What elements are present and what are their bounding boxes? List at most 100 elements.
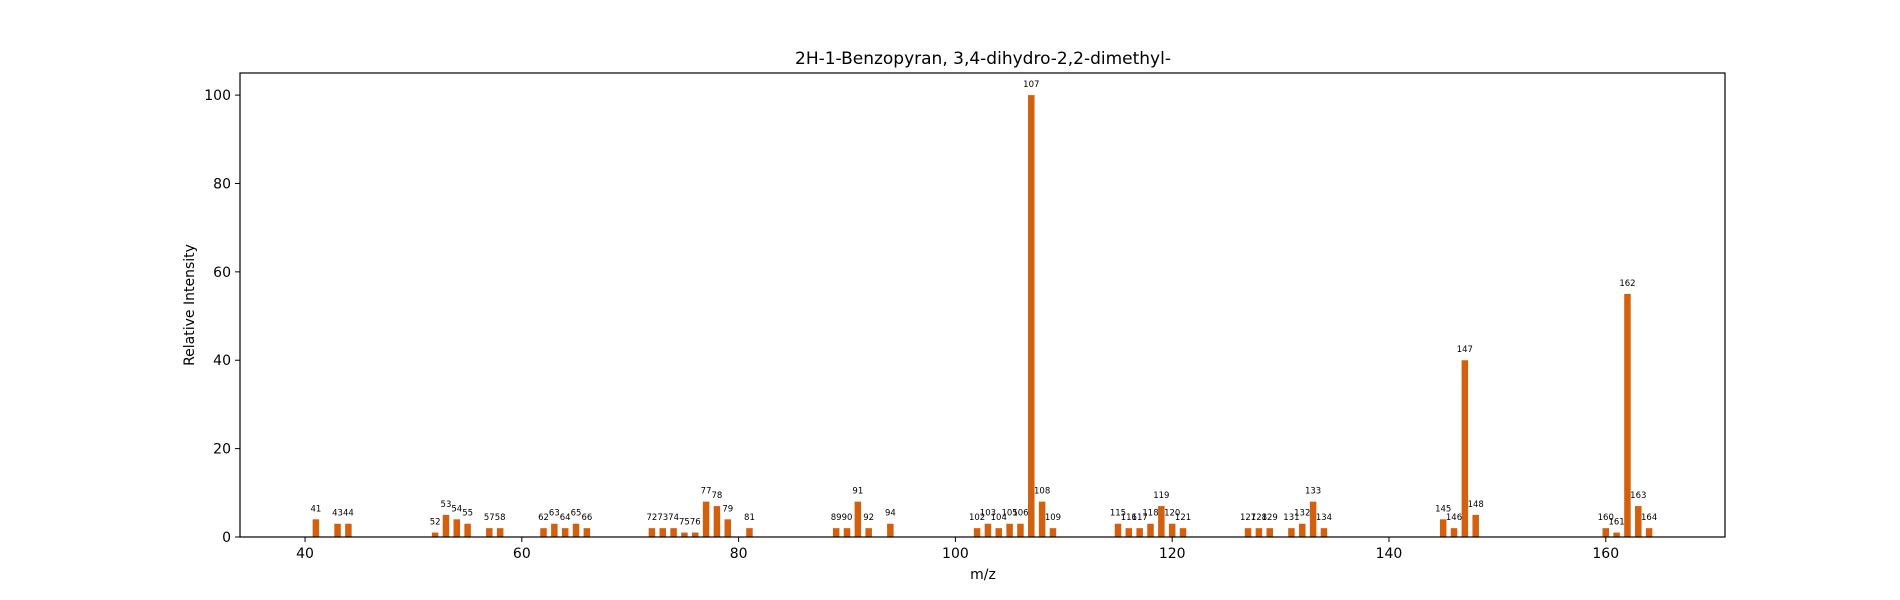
data-label-mz-72: 72: [646, 513, 657, 523]
bar-mz-148: [1472, 514, 1479, 537]
bar-mz-91: [854, 501, 862, 537]
y-tick-label: 0: [222, 530, 231, 546]
bar-mz-160: [1602, 528, 1610, 537]
bar-mz-44: [345, 523, 352, 537]
x-tick-label: 140: [1376, 546, 1403, 562]
data-label-mz-162: 162: [1619, 279, 1635, 289]
data-label-mz-77: 77: [701, 487, 712, 497]
data-label-mz-103: 103: [980, 509, 996, 519]
bar-mz-128: [1255, 528, 1263, 537]
bar-mz-116: [1125, 528, 1133, 537]
bar-mz-79: [724, 519, 732, 537]
bar-mz-127: [1244, 528, 1252, 537]
bar-mz-134: [1320, 528, 1328, 537]
bar-mz-77: [702, 501, 710, 537]
data-label-mz-89: 89: [831, 513, 842, 523]
bar-mz-58: [496, 528, 504, 537]
bar-mz-109: [1049, 528, 1057, 537]
data-label-mz-128: 128: [1251, 513, 1267, 523]
x-tick-label: 60: [513, 546, 531, 562]
data-label-mz-164: 164: [1641, 513, 1657, 523]
bar-mz-43: [334, 523, 341, 537]
data-label-mz-41: 41: [310, 504, 321, 514]
data-label-mz-57: 57: [484, 513, 495, 523]
bar-mz-164: [1645, 528, 1653, 537]
bar-mz-129: [1266, 528, 1273, 537]
data-label-mz-52: 52: [430, 518, 441, 528]
data-label-mz-145: 145: [1435, 504, 1451, 514]
bar-mz-118: [1147, 523, 1154, 537]
data-label-mz-81: 81: [744, 513, 755, 523]
data-label-mz-119: 119: [1153, 491, 1169, 501]
y-axis-label: Relative Intensity: [182, 244, 198, 366]
x-axis-label: m/z: [970, 567, 996, 583]
data-label-mz-118: 118: [1142, 509, 1158, 519]
y-tick-label: 20: [213, 442, 231, 458]
data-label-mz-54: 54: [451, 504, 462, 514]
data-label-mz-74: 74: [668, 513, 679, 523]
bar-mz-55: [464, 523, 471, 537]
bar-mz-89: [832, 528, 840, 537]
bar-mz-63: [551, 523, 558, 537]
bar-mz-64: [561, 528, 569, 537]
bar-mz-41: [312, 519, 320, 537]
data-label-mz-161: 161: [1608, 518, 1624, 528]
bar-mz-66: [583, 528, 591, 537]
bar-mz-131: [1288, 528, 1295, 537]
data-label-mz-134: 134: [1316, 513, 1332, 523]
x-tick-label: 160: [1592, 546, 1619, 562]
y-tick-label: 80: [213, 176, 231, 192]
bar-mz-133: [1309, 501, 1317, 537]
data-label-mz-92: 92: [863, 513, 874, 523]
bar-mz-92: [865, 528, 872, 537]
bar-mz-107: [1028, 95, 1035, 537]
data-label-mz-108: 108: [1034, 487, 1050, 497]
bar-mz-90: [843, 528, 851, 537]
data-label-mz-120: 120: [1164, 509, 1180, 519]
bar-mz-120: [1168, 523, 1176, 537]
bar-mz-104: [995, 528, 1003, 537]
data-label-mz-65: 65: [571, 509, 582, 519]
data-label-mz-104: 104: [991, 513, 1007, 523]
y-tick-label: 40: [213, 353, 231, 369]
x-tick-label: 80: [730, 546, 748, 562]
bar-mz-62: [540, 528, 547, 537]
y-tick-label: 60: [213, 265, 231, 281]
data-label-mz-106: 106: [1012, 509, 1028, 519]
bar-mz-119: [1158, 506, 1165, 537]
data-label-mz-66: 66: [581, 513, 592, 523]
data-label-mz-146: 146: [1446, 513, 1462, 523]
bar-mz-78: [713, 506, 721, 537]
data-label-mz-107: 107: [1023, 80, 1039, 90]
data-label-mz-75: 75: [679, 518, 690, 528]
bar-mz-105: [1006, 523, 1013, 537]
data-label-mz-44: 44: [343, 509, 354, 519]
y-axis: 0 20 40 60 80 100: [204, 88, 240, 546]
data-label-mz-133: 133: [1305, 487, 1321, 497]
data-label-mz-90: 90: [842, 513, 853, 523]
data-label-mz-53: 53: [441, 500, 452, 510]
data-label-mz-91: 91: [852, 487, 863, 497]
bar-mz-52: [431, 532, 439, 537]
bar-mz-147: [1461, 360, 1469, 537]
data-label-mz-160: 160: [1598, 513, 1614, 523]
data-label-mz-78: 78: [712, 491, 723, 501]
data-label-mz-64: 64: [560, 513, 571, 523]
bar-mz-106: [1017, 523, 1024, 537]
data-label-mz-43: 43: [332, 509, 343, 519]
data-label-mz-131: 131: [1283, 513, 1299, 523]
data-label-mz-79: 79: [722, 504, 733, 514]
bar-mz-81: [746, 528, 753, 537]
bar-mz-132: [1299, 523, 1306, 537]
bar-mz-115: [1114, 523, 1122, 537]
data-label-mz-116: 116: [1121, 513, 1137, 523]
bar-mz-53: [442, 514, 450, 537]
bar-mz-72: [648, 528, 656, 537]
data-label-mz-127: 127: [1240, 513, 1256, 523]
data-label-mz-63: 63: [549, 509, 560, 519]
plot-frame: [239, 72, 1726, 538]
data-label-mz-132: 132: [1294, 509, 1310, 519]
data-label-mz-148: 148: [1468, 500, 1484, 510]
bar-mz-162: [1624, 293, 1631, 537]
